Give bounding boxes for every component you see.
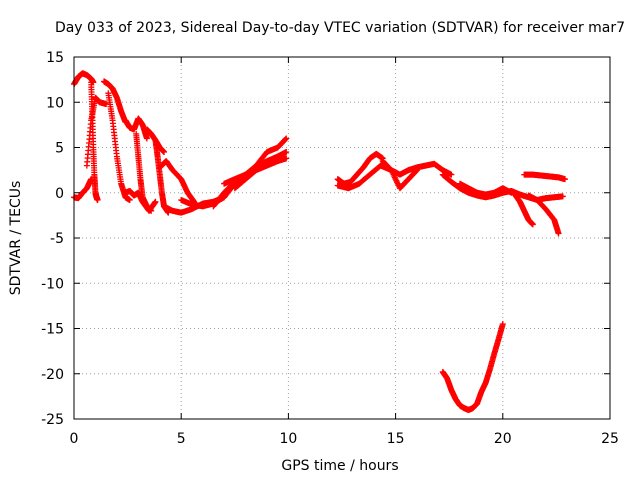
series-seg-v (439, 320, 506, 413)
data-point (88, 176, 95, 183)
series-seg-t (525, 192, 562, 237)
y-tick-label: 10 (46, 95, 64, 111)
y-tick-label: 0 (55, 186, 64, 202)
series-seg-s (510, 189, 536, 228)
grid-lines (74, 57, 610, 419)
data-point (559, 193, 566, 200)
axis-ticks (73, 56, 611, 420)
series-seg-e (122, 115, 150, 142)
series-seg-m (231, 155, 290, 192)
y-axis-label: SDTVAR / TECUs (8, 181, 24, 296)
data-point (283, 135, 290, 142)
x-tick-label: 20 (494, 431, 512, 447)
data-point (282, 136, 289, 143)
data-point (283, 149, 290, 156)
series-seg-h (156, 158, 198, 205)
x-tick-label: 25 (601, 431, 619, 447)
tick-labels: 0 5 10 15 20 25 -25 -20 -15 -10 -5 0 5 10 15 (41, 50, 619, 447)
y-tick-label: 15 (46, 50, 64, 66)
series-seg-o (334, 162, 421, 192)
series-seg-r (456, 180, 515, 198)
data-point (161, 149, 168, 156)
series-seg-p (379, 158, 455, 178)
y-tick-label: -25 (41, 412, 64, 428)
x-tick-label: 15 (387, 431, 405, 447)
data-point (283, 155, 290, 162)
series-seg-b (71, 176, 95, 202)
x-tick-label: 10 (279, 431, 297, 447)
x-tick-label: 5 (177, 431, 186, 447)
y-tick-label: -15 (41, 322, 64, 338)
data-point (152, 198, 159, 205)
data-point (555, 230, 562, 237)
y-tick-label: -20 (41, 367, 64, 383)
y-tick-label: -10 (41, 276, 64, 292)
series-seg-a-drop (88, 79, 101, 203)
series-seg-f (122, 187, 159, 214)
series-seg-c (83, 94, 110, 169)
y-tick-label: 5 (55, 141, 64, 157)
data-points (71, 70, 568, 413)
x-axis-label: GPS time / hours (281, 458, 398, 474)
series-seg-u (521, 171, 568, 183)
chart-title: Day 033 of 2023, Sidereal Day-to-day VTE… (55, 20, 625, 36)
series-seg-l (210, 135, 290, 210)
data-point (499, 320, 506, 327)
data-point (94, 196, 101, 203)
x-tick-label: 0 (70, 431, 79, 447)
series-seg-d-drop (105, 90, 133, 203)
data-point (561, 176, 568, 183)
data-point (529, 221, 536, 228)
data-point (448, 171, 455, 178)
y-tick-label: -5 (50, 231, 64, 247)
data-point (143, 135, 150, 142)
data-point (126, 196, 133, 203)
